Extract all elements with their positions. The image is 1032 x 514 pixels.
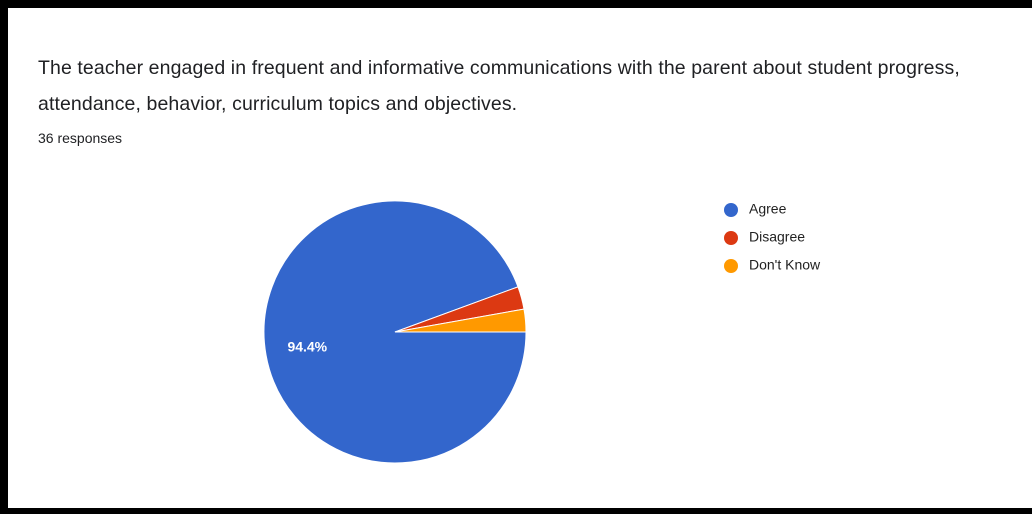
pie-slice: [263, 200, 527, 464]
legend-swatch: [724, 259, 738, 273]
response-count: 36 responses: [38, 130, 123, 146]
pie-slice: [394, 308, 527, 333]
legend-label: Agree: [749, 201, 787, 217]
legend-label: Disagree: [749, 229, 805, 245]
card: The teacher engaged in frequent and info…: [8, 8, 1032, 508]
slice-label: 94.4%: [287, 338, 327, 354]
legend-label: Don't Know: [749, 257, 821, 273]
legend-swatch: [724, 203, 738, 217]
chart-title: The teacher engaged in frequent and info…: [38, 57, 960, 115]
legend-swatch: [724, 231, 738, 245]
